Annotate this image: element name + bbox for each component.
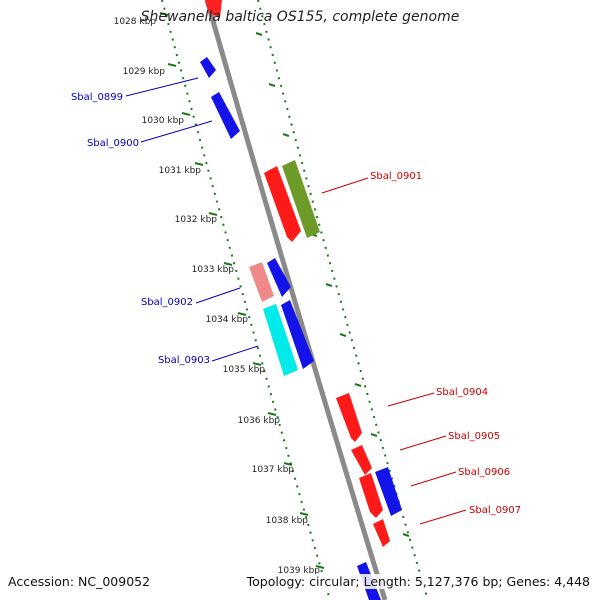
gene-label[interactable]: Sbal_0899 (71, 92, 123, 103)
tick-label: 1036 kbp (238, 416, 281, 426)
tick-label: 1037 kbp (252, 465, 295, 475)
tick-label: 1032 kbp (175, 215, 218, 225)
gene-feature (267, 258, 291, 297)
callout-lines (125, 77, 467, 525)
tick-label: 1034 kbp (206, 315, 249, 325)
tick-label: 1039 kbp (278, 566, 321, 576)
gene-label[interactable]: Sbal_0905 (448, 431, 500, 442)
gene-label[interactable]: Sbal_0906 (458, 467, 510, 478)
tick-label: 1028 kbp (114, 17, 157, 27)
accession-text: Accession: NC_009052 (8, 574, 151, 589)
tick-labels: 1028 kbp 1029 kbp 1030 kbp 1031 kbp 1032… (114, 17, 321, 576)
gene-label[interactable]: Sbal_0907 (469, 505, 521, 516)
gene-label[interactable]: Sbal_0903 (158, 355, 210, 366)
tick-label: 1035 kbp (223, 365, 266, 375)
genes (200, 0, 402, 600)
gene-feature (200, 57, 216, 78)
gene-feature (359, 473, 383, 518)
outer-major-ticks (159, 12, 325, 569)
gene-feature (249, 262, 274, 302)
gene-label[interactable]: Sbal_0902 (141, 297, 193, 308)
gene-feature (375, 467, 402, 516)
gene-feature (205, 0, 222, 18)
gene-feature (211, 92, 240, 139)
backbone (204, 0, 388, 600)
gene-feature (264, 166, 301, 242)
tick-label: 1029 kbp (123, 67, 166, 77)
gene-label[interactable]: Sbal_0900 (87, 138, 139, 149)
tick-label: 1038 kbp (266, 516, 309, 526)
map-title: Shewanella baltica OS155, complete genom… (140, 9, 460, 25)
gene-label[interactable]: Sbal_0901 (370, 171, 422, 182)
inner-tick-ring (257, 0, 429, 600)
gene-feature (351, 445, 372, 475)
gene-feature (373, 519, 390, 547)
gene-label[interactable]: Sbal_0904 (436, 387, 488, 398)
gene-feature (282, 160, 320, 238)
tick-label: 1031 kbp (159, 166, 202, 176)
genome-info-text: Topology: circular; Length: 5,127,376 bp… (246, 574, 590, 589)
gene-feature (336, 393, 362, 442)
outer-tick-ring (161, 0, 331, 600)
tick-label: 1033 kbp (192, 265, 235, 275)
gene-labels: Sbal_0899 Sbal_0900 Sbal_0901 Sbal_0902 … (71, 92, 521, 516)
tick-label: 1030 kbp (142, 116, 185, 126)
gene-feature (263, 304, 298, 376)
gene-feature (281, 300, 314, 369)
